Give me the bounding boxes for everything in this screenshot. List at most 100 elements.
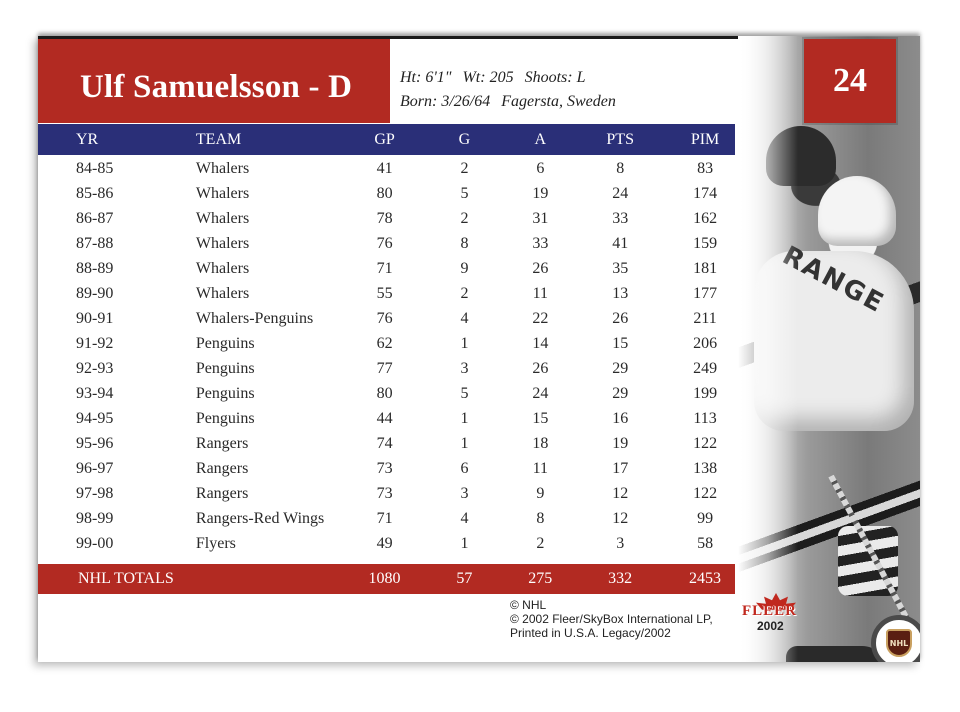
col-header-g: G [458, 130, 471, 148]
cell-g: 4 [460, 309, 469, 327]
cell-g: 2 [460, 159, 469, 177]
trading-card-back: RANGE FLEER 2002 NHL Ulf Samuelsson - D … [38, 36, 920, 662]
cell-pts: 41 [612, 234, 629, 252]
cell-pim: 113 [693, 409, 717, 427]
cell-gp: 73 [376, 484, 393, 502]
cell-team: Whalers [195, 284, 250, 302]
copyright-nhl: © NHL [510, 598, 547, 612]
copyright-text: © NHL © 2002 Fleer/SkyBox International … [510, 598, 713, 640]
cell-pts: 3 [616, 534, 625, 552]
stats-table: YR TEAM GP G A PTS PIM 84-85 Whalers 41 2 6 8… [38, 124, 735, 556]
table-row: 95-96 Rangers 74 1 18 19 122 [38, 431, 735, 456]
table-row: 88-89 Whalers 71 9 26 35 181 [38, 256, 735, 281]
cell-g: 8 [460, 234, 469, 252]
cell-pts: 12 [612, 484, 629, 502]
col-header-pim: PIM [690, 130, 720, 148]
cell-g: 4 [460, 509, 469, 527]
cell-pts: 13 [612, 284, 629, 302]
table-row: 93-94 Penguins 80 5 24 29 199 [38, 381, 735, 406]
table-row: 96-97 Rangers 73 6 11 17 138 [38, 456, 735, 481]
hockey-skate [786, 646, 886, 662]
table-row: 91-92 Penguins 62 1 14 15 206 [38, 331, 735, 356]
col-header-a: A [534, 130, 547, 148]
cell-a: 15 [532, 409, 549, 427]
cell-g: 1 [460, 334, 469, 352]
bio-weight: Wt: 205 [462, 69, 514, 86]
cell-g: 9 [460, 259, 469, 277]
bio-line-2: Born: 3/26/64 Fagersta, Sweden [400, 90, 623, 114]
cell-g: 2 [460, 284, 469, 302]
bio-height: Ht: 6'1" [400, 69, 452, 86]
cell-pim: 177 [693, 284, 718, 302]
cell-a: 6 [536, 159, 545, 177]
copyright-fleer: © 2002 Fleer/SkyBox International LP, [510, 612, 713, 626]
cell-yr: 93-94 [76, 384, 114, 402]
cell-gp: 71 [376, 509, 393, 527]
totals-a: 275 [528, 570, 553, 587]
photo-fade [738, 36, 798, 662]
nhl-licensed-badge: NHL [871, 615, 920, 662]
table-row: 94-95 Penguins 44 1 15 16 113 [38, 406, 735, 431]
cell-team: Rangers-Red Wings [195, 509, 325, 527]
cell-gp: 71 [376, 259, 393, 277]
cell-pim: 199 [693, 384, 718, 402]
cell-gp: 55 [376, 284, 393, 302]
jersey-number: 24 [804, 39, 896, 123]
cell-team: Penguins [195, 359, 255, 377]
cell-team: Flyers [195, 534, 236, 552]
totals-pim: 2453 [689, 570, 722, 587]
cell-a: 14 [532, 334, 549, 352]
cell-a: 24 [532, 384, 549, 402]
cell-gp: 49 [376, 534, 393, 552]
cell-pim: 159 [693, 234, 718, 252]
cell-pim: 83 [697, 159, 714, 177]
totals-label: NHL TOTALS [78, 570, 174, 587]
cell-pim: 181 [693, 259, 718, 277]
cell-a: 8 [536, 509, 545, 527]
cell-g: 1 [460, 534, 469, 552]
cell-pim: 162 [693, 209, 718, 227]
cell-yr: 97-98 [76, 484, 114, 502]
cell-yr: 99-00 [76, 534, 114, 552]
cell-g: 3 [460, 359, 469, 377]
cell-gp: 73 [376, 459, 393, 477]
col-header-yr: YR [76, 130, 99, 148]
cell-a: 26 [532, 259, 549, 277]
cell-pts: 15 [612, 334, 629, 352]
cell-yr: 98-99 [76, 509, 114, 527]
cell-a: 26 [532, 359, 549, 377]
printed-in: Printed in U.S.A. Legacy/2002 [510, 626, 671, 640]
table-row: 84-85 Whalers 41 2 6 8 83 [38, 156, 735, 181]
cell-a: 22 [532, 309, 549, 327]
cell-team: Penguins [195, 384, 255, 402]
cell-pts: 8 [616, 159, 625, 177]
cell-pim: 99 [697, 509, 714, 527]
table-row: 86-87 Whalers 78 2 31 33 162 [38, 206, 735, 231]
cell-pts: 19 [612, 434, 629, 452]
cell-team: Whalers [195, 259, 250, 277]
cell-pts: 16 [612, 409, 629, 427]
cell-yr: 91-92 [76, 334, 114, 352]
cell-a: 9 [536, 484, 545, 502]
cell-pts: 29 [612, 359, 629, 377]
bio-birthplace: Fagersta, Sweden [501, 93, 616, 110]
cell-yr: 87-88 [76, 234, 114, 252]
cell-a: 11 [532, 459, 549, 477]
nhl-shield-icon: NHL [886, 629, 912, 657]
cell-a: 33 [532, 234, 549, 252]
cell-team: Whalers [195, 234, 250, 252]
col-header-team: TEAM [195, 130, 242, 148]
bio-born: Born: 3/26/64 [400, 93, 491, 110]
cell-a: 2 [536, 534, 545, 552]
cell-yr: 94-95 [76, 409, 114, 427]
cell-yr: 85-86 [76, 184, 114, 202]
cell-team: Whalers [195, 184, 250, 202]
cell-team: Whalers [195, 159, 250, 177]
cell-team: Penguins [195, 409, 255, 427]
totals-row: NHL TOTALS 1080 57 275 332 2453 [38, 564, 735, 594]
cell-pts: 17 [612, 459, 629, 477]
cell-pts: 35 [612, 259, 629, 277]
cell-team: Rangers [195, 459, 249, 477]
cell-pts: 29 [612, 384, 629, 402]
cell-pim: 249 [693, 359, 718, 377]
